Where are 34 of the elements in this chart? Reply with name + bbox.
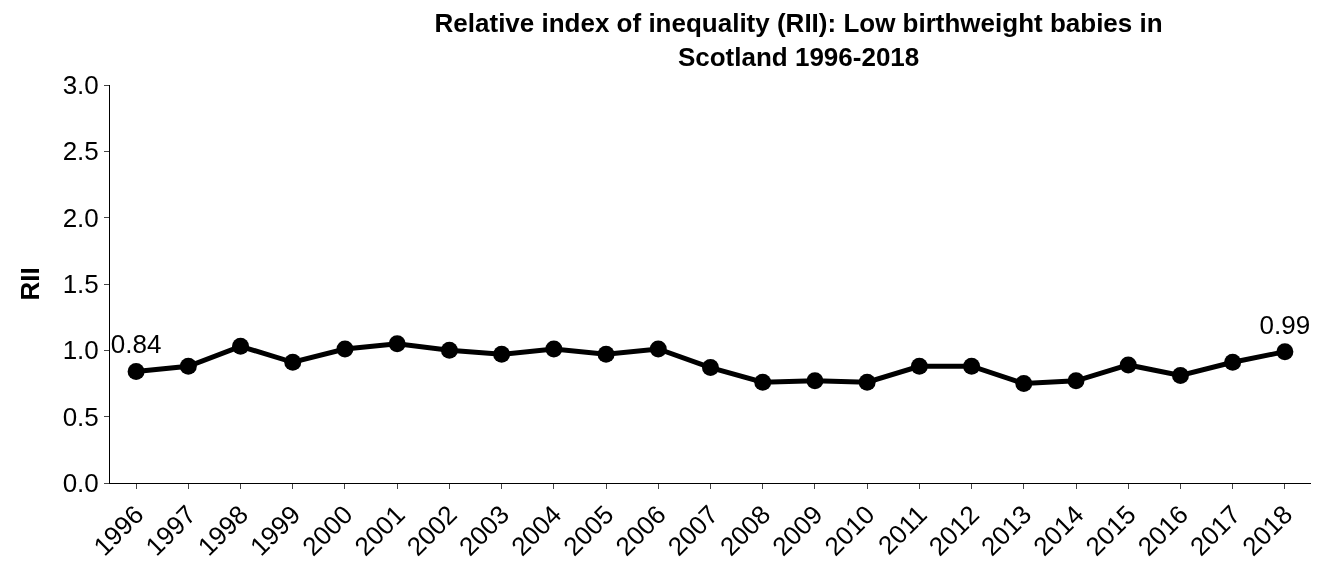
point xyxy=(597,345,615,363)
point xyxy=(1067,372,1085,390)
point xyxy=(440,341,458,359)
point xyxy=(336,340,354,358)
text: 3.0 xyxy=(62,70,99,101)
chart-title: Relative index of inequality (RII): Low birthweight babies in Scotland 1996-2018 xyxy=(434,8,1163,72)
text: 0.5 xyxy=(62,401,99,432)
text: 1.5 xyxy=(62,269,99,300)
point xyxy=(179,357,197,375)
point xyxy=(1276,343,1294,361)
point xyxy=(127,363,145,381)
point xyxy=(284,353,302,371)
data-label: 0.99 xyxy=(1259,309,1311,340)
point xyxy=(649,340,667,358)
point xyxy=(493,345,511,363)
point xyxy=(1015,375,1033,392)
point xyxy=(754,373,772,391)
point xyxy=(1171,367,1189,385)
text: 1.0 xyxy=(62,335,99,366)
point xyxy=(545,340,563,358)
point xyxy=(702,359,719,377)
text: 2.5 xyxy=(62,136,99,167)
point xyxy=(963,357,981,375)
text: 2.0 xyxy=(62,202,99,233)
point xyxy=(388,335,406,353)
y-axis-title: RII xyxy=(15,267,46,301)
point xyxy=(232,337,250,355)
point xyxy=(858,373,876,391)
point xyxy=(1224,353,1242,371)
point xyxy=(910,357,928,375)
text: 0.0 xyxy=(62,468,99,499)
point xyxy=(1119,356,1137,374)
data-label: 0.84 xyxy=(110,329,162,360)
point xyxy=(806,372,824,390)
